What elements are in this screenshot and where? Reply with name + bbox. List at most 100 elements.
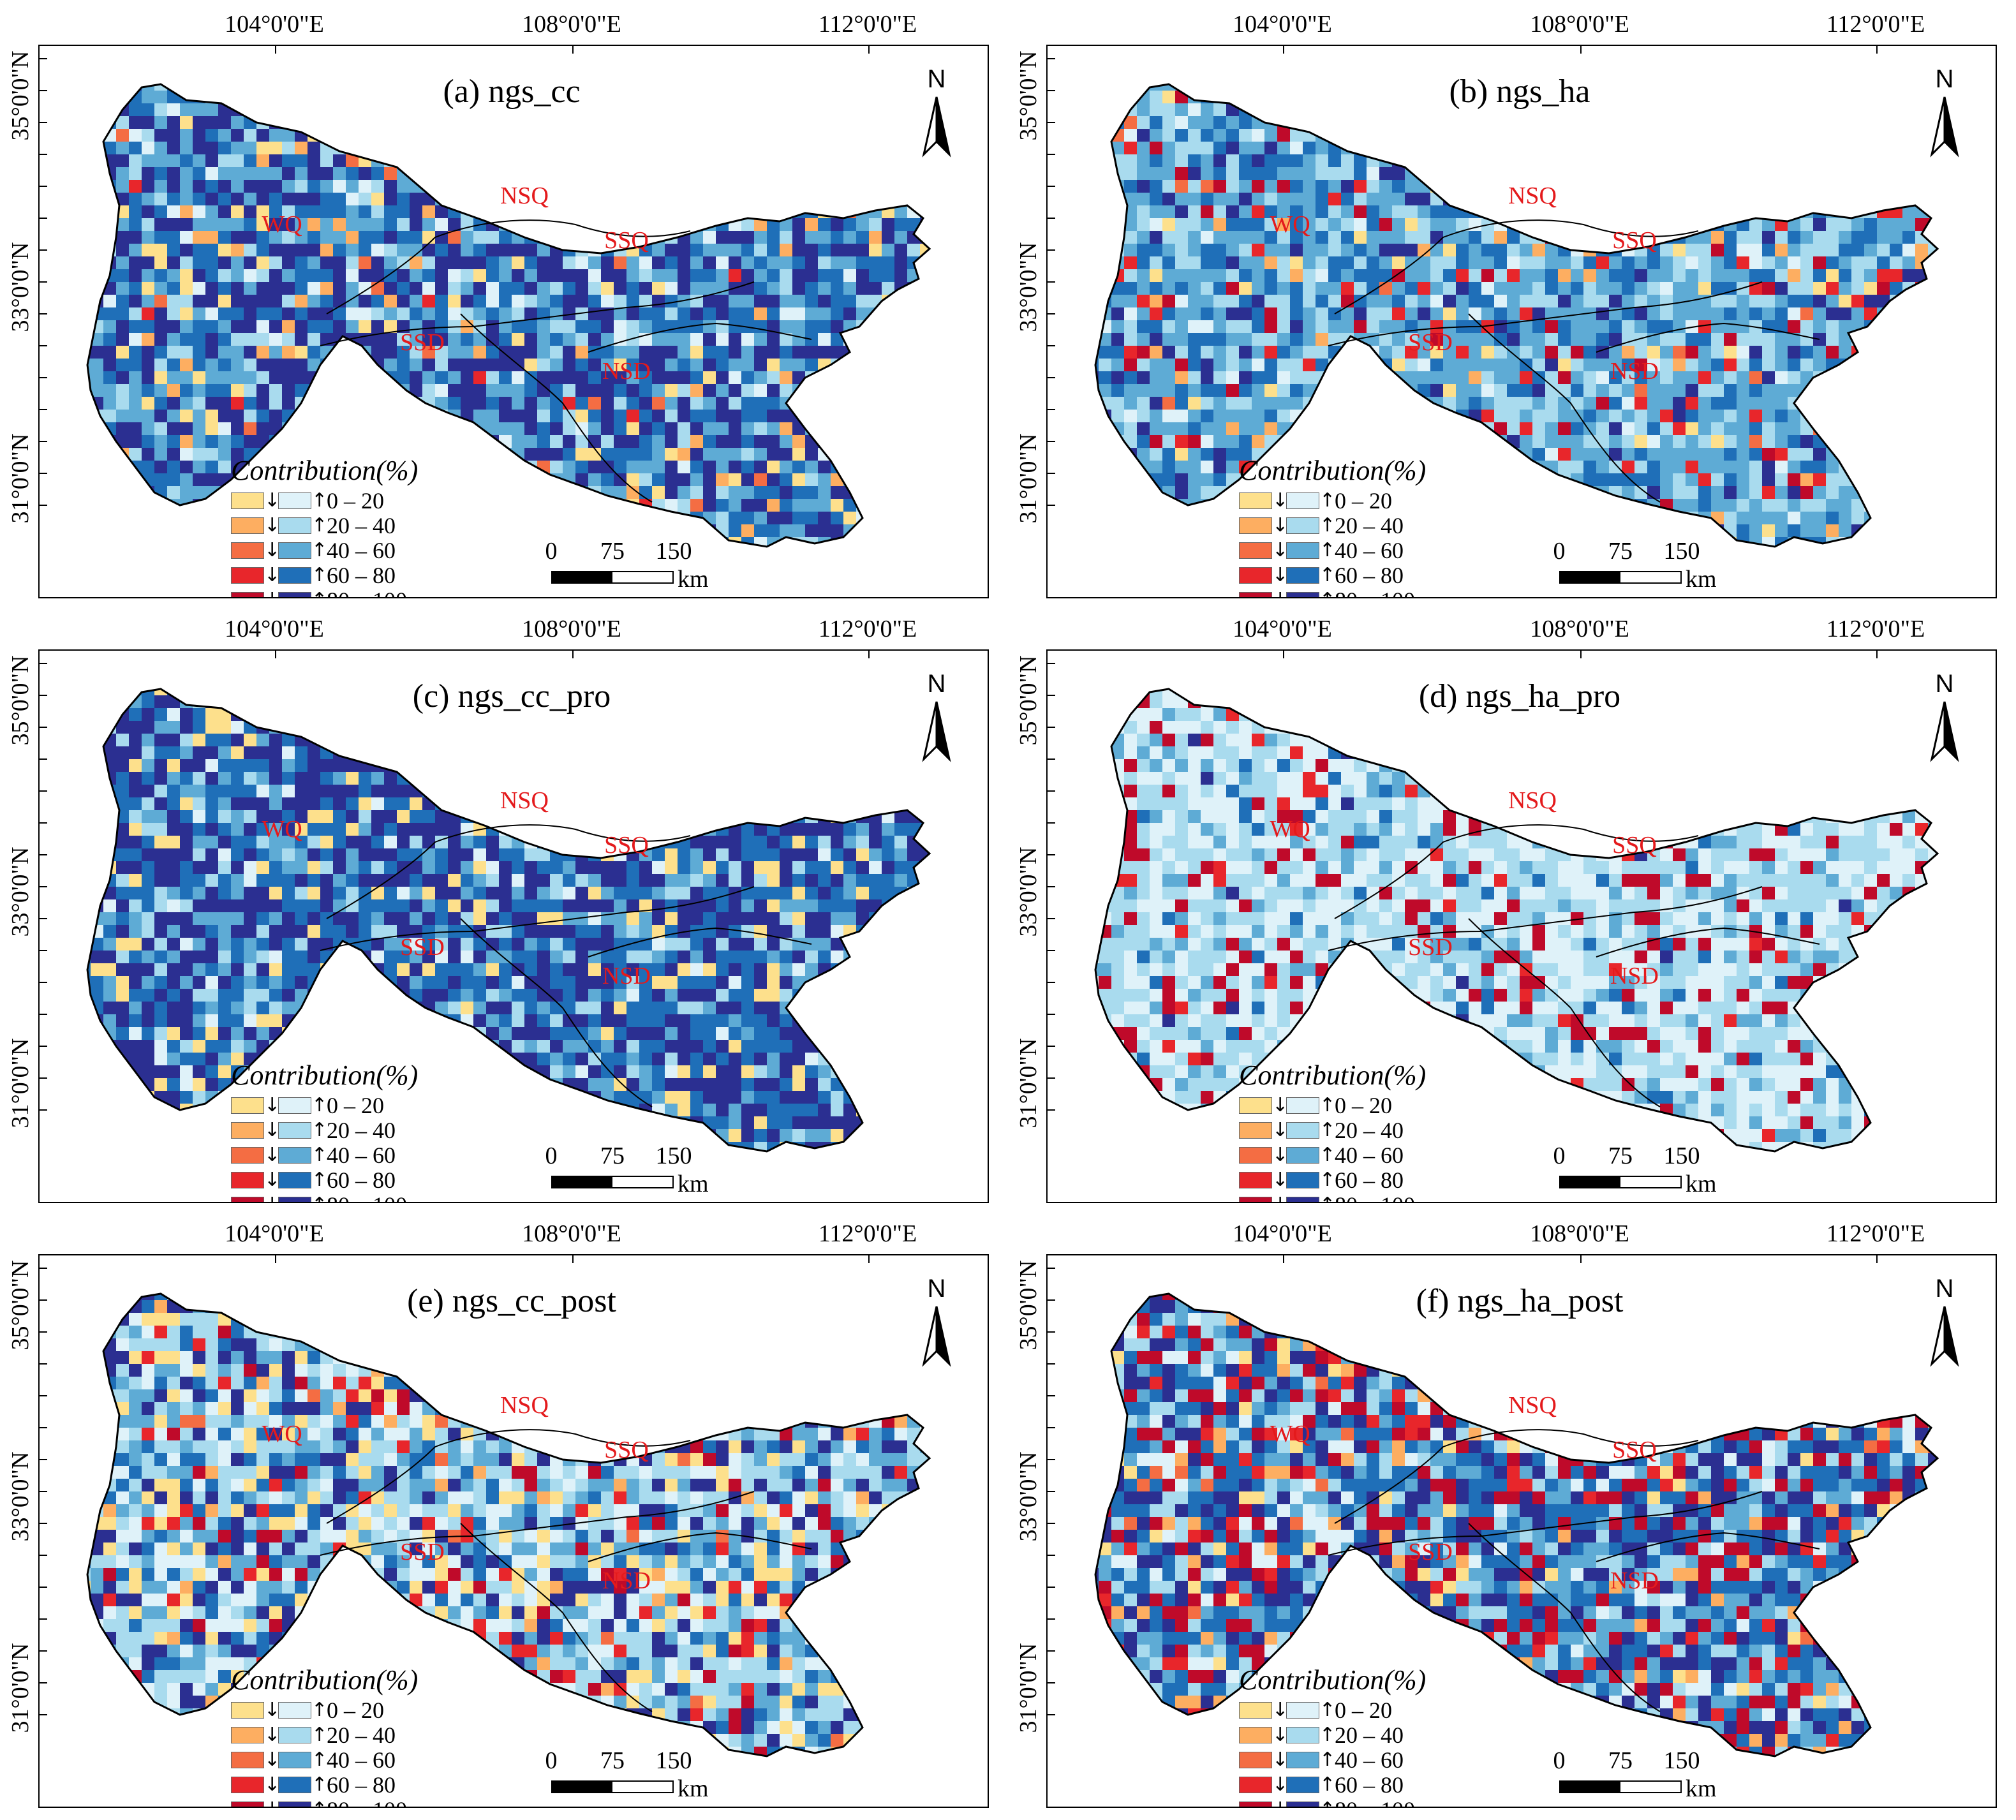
legend: Contribution(%) ↓ ↑ 0 – 20 ↓ ↑ 20 – 40 ↓ ↑ 40 – 6… bbox=[1239, 454, 1469, 597]
latitude-label: 31°0'0"N bbox=[1015, 1038, 1042, 1128]
region-label-nsq: NSQ bbox=[1508, 1392, 1557, 1419]
scale-tick-label: 0 bbox=[545, 1747, 558, 1774]
scale-tick-label: 150 bbox=[655, 538, 692, 565]
legend-row: ↓ ↑ 40 – 60 bbox=[231, 538, 461, 563]
down-arrow-icon: ↓ bbox=[1272, 538, 1289, 561]
legend-class-label: 60 – 80 bbox=[327, 1167, 396, 1193]
region-label-nsq: NSQ bbox=[1508, 182, 1557, 209]
scale-bar: 0 75 150 km bbox=[1552, 1747, 1717, 1804]
legend-row: ↓ ↑ 60 – 80 bbox=[1239, 1772, 1469, 1798]
up-arrow-icon: ↑ bbox=[1319, 1195, 1335, 1202]
down-arrow-icon: ↓ bbox=[1272, 1800, 1288, 1807]
scale-bar-graphic bbox=[1559, 571, 1682, 584]
legend-swatch-decrease bbox=[231, 1121, 264, 1139]
panel-title: (f) ngs_ha_post bbox=[1416, 1283, 1624, 1319]
region-label-nsq: NSQ bbox=[500, 787, 549, 814]
subbasin-boundary bbox=[320, 886, 755, 951]
legend-row: ↓ ↑ 60 – 80 bbox=[231, 563, 461, 588]
north-arrow-icon: N bbox=[911, 65, 962, 167]
panel-title: (a) ngs_cc bbox=[443, 73, 581, 110]
panel-title: (c) ngs_cc_pro bbox=[412, 678, 611, 714]
raster-map bbox=[1048, 1255, 1939, 1757]
legend-swatch-increase bbox=[278, 1726, 311, 1743]
legend-swatch-decrease bbox=[231, 1701, 264, 1719]
up-arrow-icon: ↑ bbox=[1319, 1698, 1336, 1721]
legend-swatch-increase bbox=[278, 542, 311, 559]
latitude-label: 31°0'0"N bbox=[1015, 1643, 1042, 1733]
subbasin-boundary bbox=[588, 1532, 812, 1562]
north-arrow-icon: N bbox=[911, 670, 962, 772]
panel-title: (b) ngs_ha bbox=[1449, 73, 1590, 110]
basin-outline bbox=[1094, 1292, 1939, 1757]
basin-outline bbox=[86, 1292, 931, 1757]
basin-outline bbox=[86, 83, 931, 548]
legend-class-label: 60 – 80 bbox=[1335, 1772, 1404, 1798]
north-label: N bbox=[927, 1275, 946, 1303]
up-arrow-icon: ↑ bbox=[1319, 538, 1336, 561]
legend-title: Contribution(%) bbox=[1239, 1664, 1427, 1696]
legend-swatch-decrease bbox=[231, 1171, 264, 1188]
legend-swatch-decrease bbox=[231, 1726, 264, 1743]
contribution-raster bbox=[87, 1294, 930, 1756]
scale-bar-graphic bbox=[1559, 1780, 1682, 1793]
legend-class-label: 20 – 40 bbox=[327, 512, 396, 538]
scale-tick-label: 0 bbox=[1553, 1747, 1566, 1774]
up-arrow-icon: ↑ bbox=[1319, 1773, 1336, 1796]
legend-class-label: 80 – 100 bbox=[327, 1796, 407, 1807]
map-panel-e: (e) ngs_cc_post WQ NSQ SSQ SSD NSD N Contributi… bbox=[38, 1254, 989, 1808]
scale-unit: km bbox=[678, 1775, 709, 1802]
latitude-label: 31°0'0"N bbox=[1015, 433, 1042, 524]
legend-swatch-increase bbox=[1286, 1171, 1319, 1188]
legend-swatch-increase bbox=[1286, 1751, 1319, 1768]
region-label-ssq: SSQ bbox=[1612, 1437, 1657, 1463]
north-label: N bbox=[927, 65, 946, 93]
subbasin-boundary bbox=[460, 313, 653, 503]
down-arrow-icon: ↓ bbox=[264, 1195, 280, 1202]
latitude-label: 35°0'0"N bbox=[1015, 50, 1042, 141]
scale-bar: 0 75 150 km bbox=[544, 537, 709, 595]
legend-class-label: 60 – 80 bbox=[327, 1772, 396, 1798]
up-arrow-icon: ↑ bbox=[311, 538, 328, 561]
longitude-label: 112°0'0"E bbox=[1826, 1220, 1925, 1247]
latitude-label: 33°0'0"N bbox=[1015, 1451, 1042, 1542]
legend-row: ↓ ↑ 40 – 60 bbox=[231, 1143, 461, 1168]
legend-class-label: 20 – 40 bbox=[1335, 512, 1404, 538]
legend-row: ↓ ↑80 – 100 bbox=[231, 587, 461, 598]
region-label-ssq: SSQ bbox=[1612, 227, 1657, 254]
legend-swatch-increase bbox=[1286, 1776, 1319, 1793]
subbasin-boundary bbox=[460, 918, 653, 1107]
down-arrow-icon: ↓ bbox=[1272, 1118, 1289, 1141]
north-arrow-shape bbox=[922, 1306, 951, 1367]
north-arrow-icon: N bbox=[911, 1275, 962, 1377]
legend-swatch-increase bbox=[278, 1146, 311, 1164]
scale-bar-graphic bbox=[551, 571, 674, 584]
legend-class-label: 80 – 100 bbox=[327, 587, 407, 598]
legend-row: ↓ ↑ 0 – 20 bbox=[231, 1093, 461, 1118]
legend-row: ↓ ↑ 60 – 80 bbox=[1239, 563, 1469, 588]
scale-bar-graphic bbox=[551, 1176, 674, 1188]
legend-class-label: 40 – 60 bbox=[1335, 537, 1404, 563]
legend-swatch-increase bbox=[1286, 591, 1319, 597]
latitude-label: 35°0'0"N bbox=[7, 50, 34, 141]
region-label-nsq: NSQ bbox=[1508, 787, 1557, 814]
legend-row: ↓ ↑80 – 100 bbox=[1239, 588, 1469, 597]
longitude-label: 108°0'0"E bbox=[522, 11, 621, 38]
latitude-label: 33°0'0"N bbox=[7, 847, 34, 937]
legend-row: ↓ ↑80 – 100 bbox=[231, 1192, 461, 1202]
legend-swatch-decrease bbox=[231, 542, 264, 559]
latitude-label: 35°0'0"N bbox=[1015, 655, 1042, 746]
legend-swatch-decrease bbox=[1239, 1801, 1272, 1807]
legend-row: ↓ ↑ 40 – 60 bbox=[1239, 1747, 1469, 1773]
up-arrow-icon: ↑ bbox=[1319, 1800, 1335, 1807]
legend-row: ↓ ↑ 40 – 60 bbox=[1239, 1143, 1469, 1168]
longitude-label: 104°0'0"E bbox=[1233, 1220, 1332, 1247]
scale-tick-label: 75 bbox=[1608, 1747, 1633, 1774]
legend-swatch-decrease bbox=[231, 566, 264, 584]
raster-map bbox=[40, 46, 931, 548]
legend-row: ↓ ↑ 40 – 60 bbox=[1239, 538, 1469, 563]
legend-swatch-increase bbox=[278, 566, 311, 584]
raster-map bbox=[40, 1255, 931, 1757]
up-arrow-icon: ↑ bbox=[311, 1748, 328, 1771]
legend-swatch-increase bbox=[278, 1801, 311, 1807]
subbasin-boundary bbox=[1468, 918, 1661, 1107]
